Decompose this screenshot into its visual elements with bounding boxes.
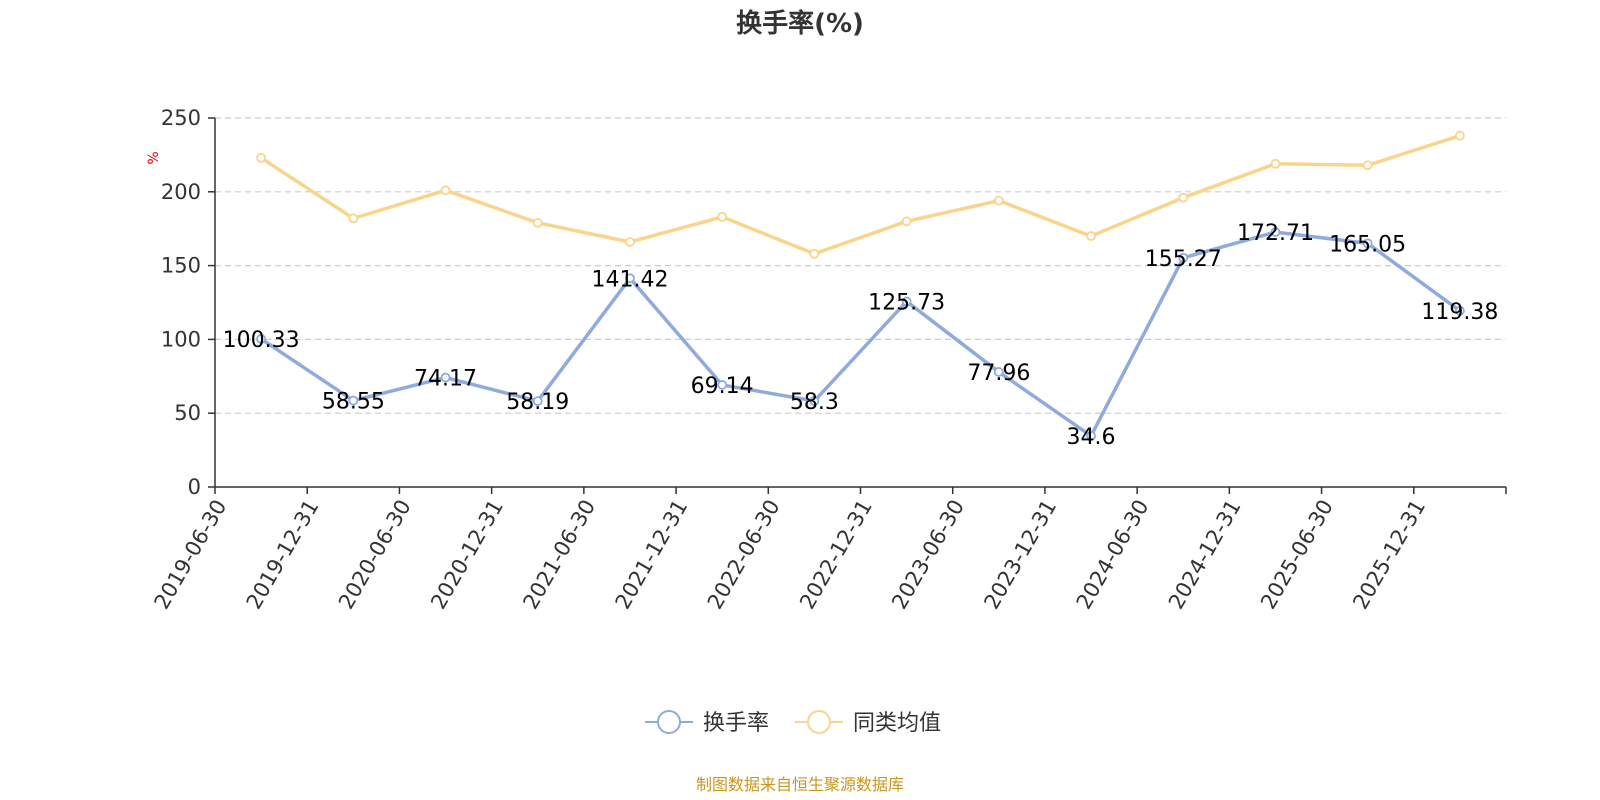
chart-title: 换手率(%) [736, 8, 864, 39]
data-label-0-7: 125.73 [868, 290, 945, 315]
data-label-0-9: 34.6 [1067, 425, 1116, 450]
series-1-point-11 [1270, 158, 1281, 169]
x-tick-label-2022-06-30: 2022-06-30 [703, 496, 785, 614]
x-tick-label-2021-06-30: 2021-06-30 [518, 496, 600, 614]
x-tick-label-2019-12-31: 2019-12-31 [242, 496, 324, 614]
y-axis-unit-label: % [146, 151, 162, 164]
legend-item-0[interactable]: 换手率 [645, 710, 769, 736]
series-1-point-3 [532, 217, 543, 228]
x-tick-label-2025-06-30: 2025-06-30 [1256, 496, 1338, 614]
legend-marker-0 [657, 710, 681, 734]
data-label-0-12: 165.05 [1329, 232, 1406, 257]
data-labels: 100.33 58.55 74.17 58.19 141.42 69.14 58.3 125.… [223, 221, 1499, 450]
data-label-0-10: 155.27 [1145, 247, 1222, 272]
series-0-point-4 [625, 273, 635, 284]
data-label-0-1: 58.55 [322, 390, 385, 415]
source-note: 制图数据来自恒生聚源数据库 [696, 775, 904, 794]
legend-item-1[interactable]: 同类均值 [795, 710, 941, 736]
series-0-point-0 [256, 334, 267, 344]
series-0-point-10 [1178, 252, 1189, 263]
series-0-point-5 [717, 380, 728, 390]
series-0-point-3 [532, 396, 543, 407]
data-label-0-6: 58.3 [790, 390, 839, 415]
series-1-point-7 [901, 216, 912, 227]
series-0-point-12 [1362, 238, 1373, 249]
series-lines [256, 130, 1465, 441]
series-line-0 [260, 230, 1461, 438]
data-label-0-0: 100.33 [223, 328, 300, 353]
y-tick-label-150: 150 [161, 254, 201, 278]
x-tick-label-2023-06-30: 2023-06-30 [887, 496, 969, 614]
data-label-0-5: 69.14 [691, 374, 754, 399]
series-0-point-6 [809, 396, 820, 406]
x-tick-label-2025-12-31: 2025-12-31 [1348, 496, 1430, 614]
legend-marker-1 [807, 710, 831, 734]
series-1-point-5 [717, 211, 728, 222]
series-0-point-11 [1270, 227, 1281, 237]
x-tick-label-2024-12-31: 2024-12-31 [1164, 496, 1246, 614]
data-label-0-11: 172.71 [1237, 221, 1314, 246]
series-line-1 [260, 134, 1461, 256]
x-tick-label-2022-12-31: 2022-12-31 [795, 496, 877, 614]
y-tick-label-0: 0 [188, 475, 201, 499]
y-tick-label-250: 250 [161, 106, 201, 130]
series-0-point-1 [348, 395, 359, 406]
legend-label-0: 换手率 [703, 711, 769, 736]
legend-label-1: 同类均值 [853, 711, 941, 736]
series-0-point-9 [1086, 431, 1096, 441]
x-tick-label-2023-12-31: 2023-12-31 [979, 496, 1061, 614]
data-label-0-4: 141.42 [591, 267, 668, 292]
series-1-point-6 [809, 248, 820, 259]
series-0-point-13 [1454, 305, 1465, 316]
series-1-point-2 [440, 185, 451, 196]
series-0-point-2 [440, 372, 451, 383]
series-1-point-13 [1454, 130, 1465, 141]
grid-lines [215, 117, 1506, 414]
data-label-0-3: 58.19 [506, 390, 569, 415]
y-tick-label-200: 200 [161, 180, 201, 204]
series-1-point-10 [1178, 192, 1189, 203]
series-1-point-8 [993, 195, 1004, 206]
data-label-0-8: 77.96 [967, 361, 1030, 386]
y-tick-label-100: 100 [161, 327, 201, 351]
series-1-point-1 [348, 213, 359, 224]
series-1-point-0 [256, 152, 267, 163]
x-tick-label-2024-06-30: 2024-06-30 [1072, 496, 1154, 614]
series-1-point-4 [625, 237, 635, 247]
y-tick-label-50: 50 [174, 401, 201, 425]
series-0-point-7 [901, 296, 912, 307]
series-1-point-9 [1086, 231, 1096, 241]
series-0-point-8 [993, 367, 1004, 377]
x-tick-label-2021-12-31: 2021-12-31 [611, 496, 693, 614]
x-tick-label-2020-06-30: 2020-06-30 [334, 496, 416, 614]
legend: 换手率 同类均值 [645, 710, 941, 736]
x-tick-label-2019-06-30: 2019-06-30 [150, 496, 232, 614]
data-label-0-13: 119.38 [1421, 300, 1498, 325]
series-1-point-12 [1362, 160, 1373, 171]
data-label-0-2: 74.17 [414, 367, 477, 392]
x-tick-label-2020-12-31: 2020-12-31 [426, 495, 508, 613]
